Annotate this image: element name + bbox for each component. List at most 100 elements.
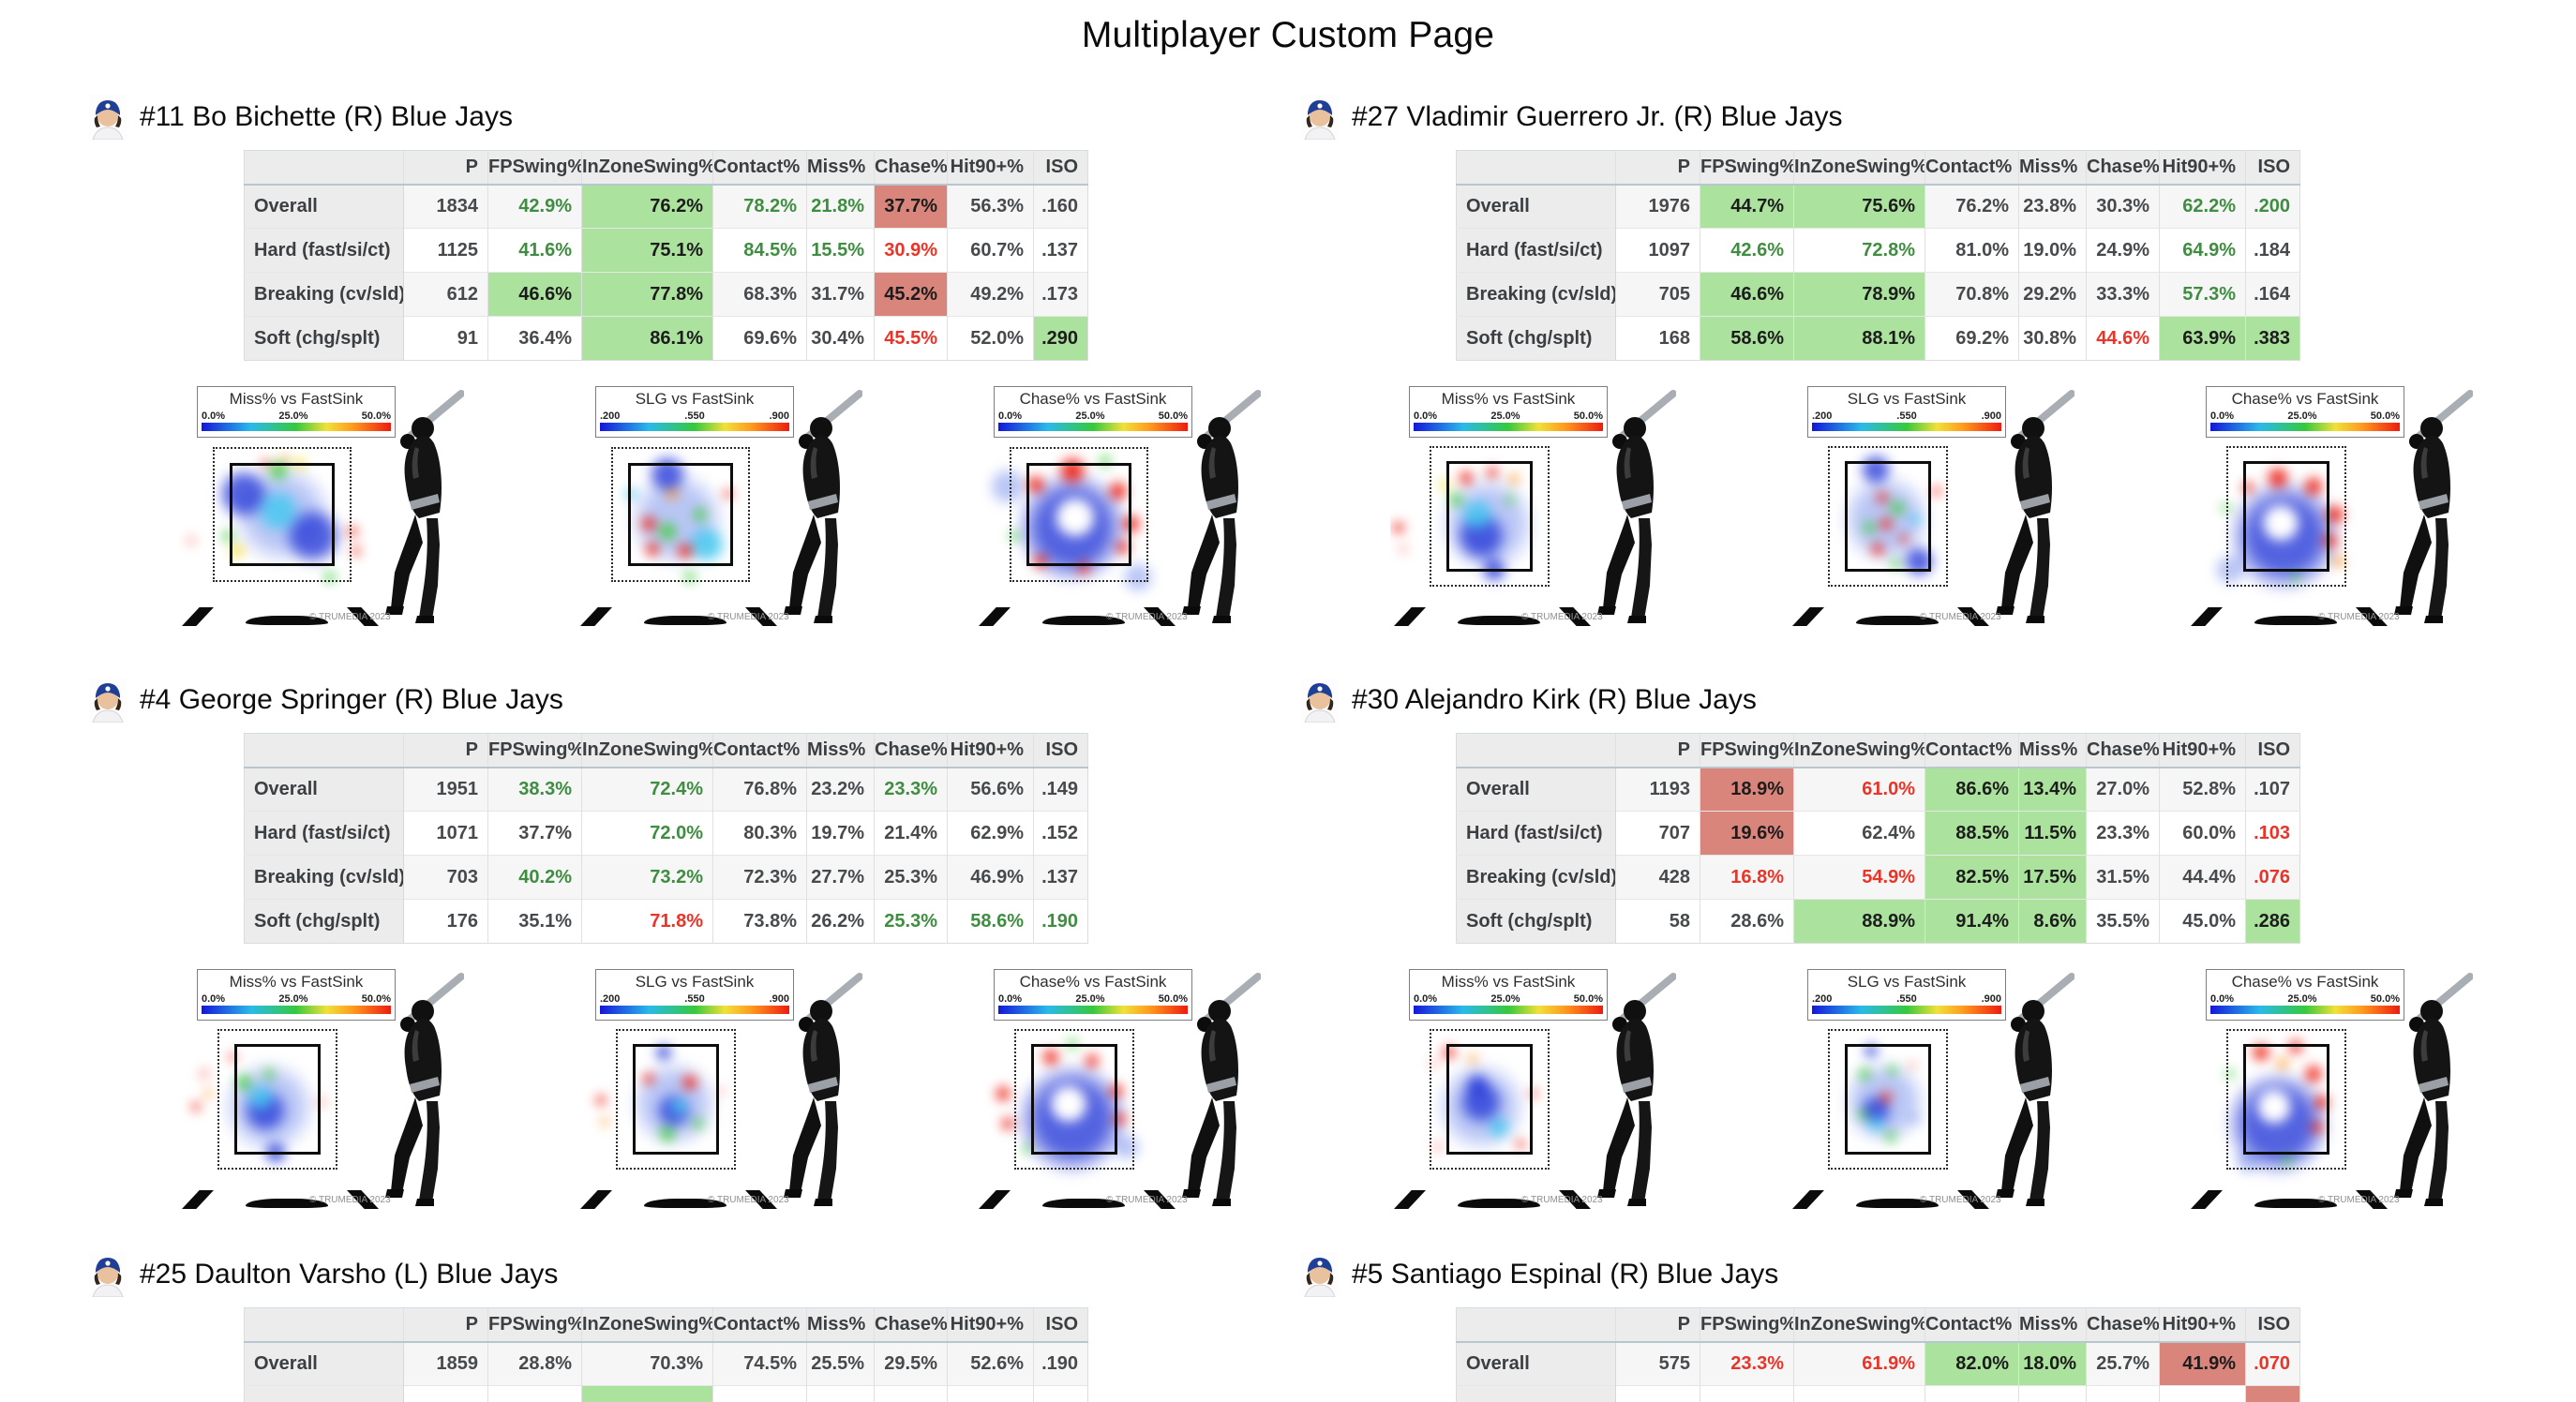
heatmap: Chase% vs FastSink 0.0% 25.0% 50.0% © TR… [2187,969,2479,1211]
stat-cell: 23.3% [874,767,948,812]
table-row: Overall 1193 18.9% 61.0% 86.6% 13.4% 27.0% 52.8… [1456,767,2300,812]
heatmap-scale-gradient [1812,423,2001,431]
strike-zone [1845,1044,1931,1155]
stat-cell: 27.0% [2086,767,2160,812]
stat-cell: 78.2% [712,184,807,229]
heat-blob [258,455,272,470]
watermark: © TRUMEDIA 2023 [309,612,391,622]
heatmap-legend: Chase% vs FastSink 0.0% 25.0% 50.0% [2206,969,2404,1021]
row-label-cell: Overall [244,1341,404,1386]
stat-cell: 35.1% [487,899,582,944]
heat-blob [1505,470,1523,488]
stat-cell: 88.1% [1793,316,1925,361]
row-label-cell: Breaking (cv/sld) [244,855,404,900]
stat-cell: 1859 [403,1341,488,1386]
stat-cell: 40.2% [487,855,582,900]
table-row: Hard (fast/si/ct) 707 19.6% 62.4% 88.5% 11.5%… [1456,811,2300,856]
stat-cell: 19.0% [2018,228,2087,273]
stat-cell: 25.3% [874,855,948,900]
stat-cell: 19.7% [806,811,875,856]
player-avatar [1301,95,1339,140]
batter-silhouette-icon [2394,973,2473,1206]
heat-blob [1895,531,1911,547]
strike-zone [2243,461,2329,572]
heatmap-title: Chase% vs FastSink [2231,390,2379,408]
strike-zone-outer [1014,1029,1134,1170]
stat-cell: 44.7% [1700,184,1794,229]
stat-cell: 176 [403,899,488,944]
heat-blob [1064,1035,1082,1052]
stat-cell: 29.2% [2018,272,2087,317]
table-row: Soft (chg/splt) 176 35.1% 71.8% 73.8% 26.2% 25… [244,899,1088,944]
stat-cell: 91 [403,316,488,361]
watermark: © TRUMEDIA 2023 [1106,612,1188,622]
heatmap-title: SLG vs FastSink [1847,973,1967,991]
table-header-row: P FPSwing% InZoneSwing% Contact% Miss% Chase%… [244,150,1088,186]
column-header: Hit90+% [947,1307,1034,1343]
column-header: InZoneSwing% [1793,733,1925,768]
home-plate [2254,616,2337,625]
scale-max-label: .900 [1981,410,2001,422]
heat-blob [2226,1140,2269,1182]
column-header: P [1615,733,1700,768]
player-header: #30 Alejandro Kirk (R) Blue Jays [1301,675,1757,725]
stat-cell [1700,1385,1794,1402]
scale-min-label: .200 [600,993,621,1005]
column-header: Chase% [874,733,948,768]
scale-mid-label: 25.0% [1490,993,1520,1005]
heat-blob [1103,475,1134,506]
player-stats-table: P FPSwing% InZoneSwing% Contact% Miss% Chase%… [1456,733,2300,944]
column-header: Contact% [712,1307,807,1343]
stat-cell: 72.8% [1793,228,1925,273]
table-row-partial [1456,1385,2300,1402]
heat-blob [1049,1084,1087,1123]
player-section: #30 Alejandro Kirk (R) Blue Jays P FPSwin… [1301,675,2520,1237]
heatmap-scale-labels: 0.0% 25.0% 50.0% [1410,993,1607,1005]
column-header: InZoneSwing% [581,1307,713,1343]
stat-cell: 19.6% [1700,811,1794,856]
stat-cell: 60.0% [2159,811,2246,856]
stat-cell: 16.8% [1700,855,1794,900]
stat-cell: 36.4% [487,316,582,361]
heat-blob [1860,1038,1883,1062]
player-stats-table: P FPSwing% InZoneSwing% Contact% Miss% Chase%… [244,1307,1088,1402]
scale-max-label: 50.0% [2370,993,2400,1005]
heat-blob [592,1092,609,1110]
home-plate [1856,616,1939,625]
heatmap-scale-gradient [998,1006,1188,1014]
heat-blob [1117,510,1146,539]
table-header-row: P FPSwing% InZoneSwing% Contact% Miss% Chase%… [1456,733,2300,768]
heat-blob [1390,518,1409,537]
heat-blob [202,1087,216,1101]
heatmap-legend: Miss% vs FastSink 0.0% 25.0% 50.0% [197,969,396,1021]
scale-min-label: 0.0% [202,993,226,1005]
heatmap: Miss% vs FastSink 0.0% 25.0% 50.0% © TRU… [178,386,471,628]
stat-cell: 84.5% [712,228,807,273]
strike-zone [230,463,335,566]
stat-cell: 703 [403,855,488,900]
heat-blob [1430,1139,1447,1156]
heat-blob [1455,466,1478,489]
heat-blob [218,526,238,545]
heatmap: SLG vs FastSink .200 .550 .900 © TRUMEDI… [577,386,869,628]
heatmap-legend: Chase% vs FastSink 0.0% 25.0% 50.0% [994,969,1192,1021]
heatmap-canvas [975,1027,1192,1194]
stat-cell: 705 [1615,272,1700,317]
strike-zone-outer [1430,446,1550,587]
stat-cell: 30.8% [2018,316,2087,361]
stat-cell: 21.8% [806,184,875,229]
heatmap: Miss% vs FastSink 0.0% 25.0% 50.0% © TRU… [178,969,471,1211]
heatmap-legend: Miss% vs FastSink 0.0% 25.0% 50.0% [1409,969,1608,1021]
stat-cell: 69.6% [712,316,807,361]
heat-blob [1465,1051,1481,1066]
stat-cell [947,1385,1034,1402]
stat-cell: 33.3% [2086,272,2160,317]
heatmap-canvas [2187,1027,2404,1194]
strike-zone [628,463,733,566]
heatmap: SLG vs FastSink .200 .550 .900 © TRUMEDI… [577,969,869,1211]
player-avatar [1301,1252,1339,1297]
batter-silhouette-icon [2394,390,2473,623]
watermark: © TRUMEDIA 2023 [708,612,789,622]
stat-cell: 1125 [403,228,488,273]
player-section: #4 George Springer (R) Blue Jays P FPSwin… [89,675,1308,1237]
